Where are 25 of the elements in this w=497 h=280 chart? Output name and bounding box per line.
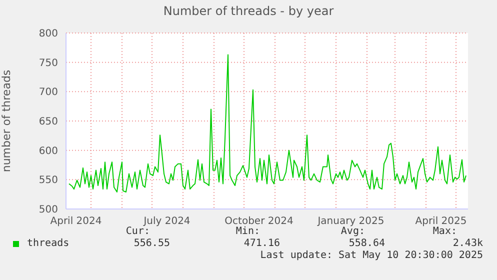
line-series <box>68 54 466 192</box>
y-tick-label: 600 <box>38 146 58 157</box>
legend-label: threads <box>27 238 70 249</box>
y-axis-title: number of threads <box>0 70 13 172</box>
text: 471.16 <box>244 238 280 249</box>
x-tick-label: July 2024 <box>142 216 190 228</box>
x-tick-label: April 2024 <box>50 216 102 228</box>
text: 556.55 <box>134 238 170 249</box>
y-tick-label: 750 <box>38 58 58 69</box>
text: 558.64 <box>348 238 385 249</box>
text: Avg: <box>340 226 365 237</box>
text: Last update: Sat May 10 20:30:00 2025 <box>260 250 483 261</box>
y-tick-label: 500 <box>38 204 58 216</box>
chart-title: Number of threads - by year <box>162 4 335 18</box>
text: Max: <box>432 226 457 237</box>
y-tick-label: 800 <box>38 28 58 40</box>
x-tick-label: October 2024 <box>224 216 294 228</box>
text: 2.43k <box>452 238 483 249</box>
x-tick-label: January 2025 <box>316 216 384 228</box>
y-tick-label: 650 <box>38 116 58 128</box>
y-tick-label: 700 <box>38 87 58 98</box>
x-tick-label: April 2025 <box>415 216 467 228</box>
y-tick-label: 550 <box>38 175 58 186</box>
text: Cur: <box>126 226 150 237</box>
text: Min: <box>236 226 260 237</box>
